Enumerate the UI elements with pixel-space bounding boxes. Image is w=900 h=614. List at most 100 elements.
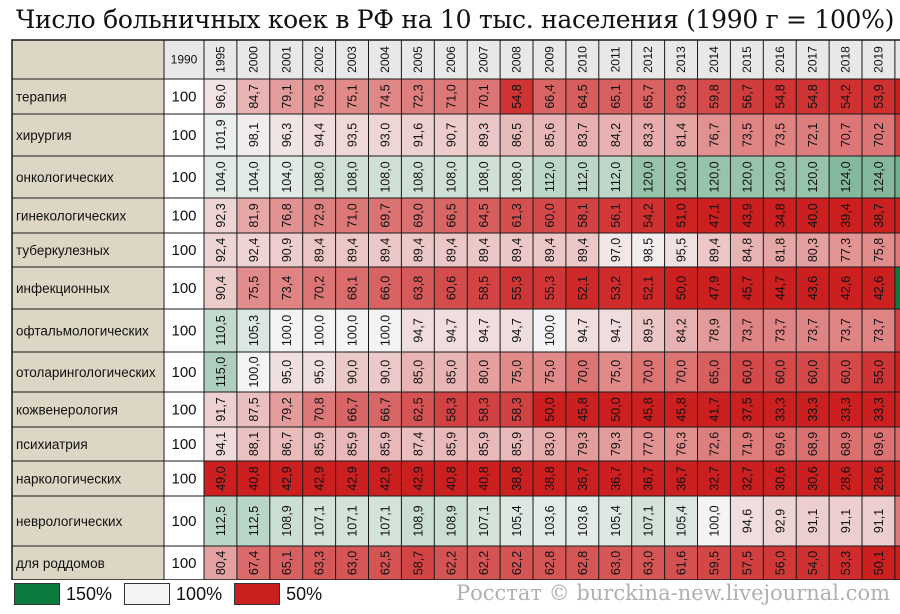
cell-value: 120,0 [707,161,721,192]
cell-value: 93,5 [346,123,360,147]
cell-value: 52,1 [642,276,656,300]
cell-value: 74,5 [378,84,392,108]
heat-cell [796,309,830,352]
heat-cell [467,198,501,233]
row-label: туберкулезных [16,243,110,258]
heat-cell [763,156,797,198]
cell-value: 38,7 [872,203,886,227]
heat-cell [533,309,566,352]
cell-value: 76,3 [313,84,327,108]
heat-cell [368,156,402,198]
heat-cell [697,156,731,198]
cell-value: 107,1 [346,505,360,536]
cell-value: 57,5 [740,551,754,575]
row-label: инфекционных [16,281,110,296]
header-year-cell [236,40,270,79]
cell-value: 62,8 [576,551,590,575]
heat-cell [664,233,698,267]
legend-item-100: 100% [124,583,222,605]
cell-value: 94,1 [214,432,228,456]
cell-value: 65,0 [707,360,721,384]
base-value: 100 [171,513,196,530]
cell-value: 104,0 [214,161,228,192]
heat-cell [302,461,336,496]
row-label: кожвенерология [16,403,118,418]
heat-cell [829,114,862,156]
cell-value: 85,9 [477,432,491,456]
cell-value: 59,5 [707,551,721,575]
cell-value: 59,8 [707,84,721,108]
heat-cell [335,352,369,392]
cell-value: 58,3 [510,397,524,421]
heat-cell [467,309,501,352]
cell-value: 55,3 [510,276,524,300]
heat-cell [763,352,797,392]
base-value: 100 [171,208,196,225]
heat-cell [335,392,369,427]
heat-cell [236,546,270,580]
cell-value: 66,5 [444,203,458,227]
heat-cell [894,392,900,427]
cell-value: 108,9 [280,505,294,536]
heat-cell [335,198,369,233]
heat-cell [434,352,468,392]
heat-cell [796,427,830,461]
cell-value: 78,9 [707,318,721,342]
cell-value: 98,5 [642,238,656,262]
cell-value: 71,0 [444,84,458,108]
heat-cell [204,198,237,233]
row-label-cell [12,156,164,198]
cell-value: 72,6 [707,432,721,456]
base-value: 100 [171,364,196,381]
heat-cell [500,267,533,309]
row-label: отоларингологических [16,365,156,380]
grid-lines [11,39,900,580]
cell-value: 79,3 [609,432,623,456]
heat-cell [697,546,731,580]
heatmap-table: 1990 1995 2000 2001 2002 2003 2004 2005 2006 2007… [11,39,900,580]
heat-cell [401,427,435,461]
cell-value: 38,8 [543,466,557,490]
heat-cell [664,496,698,546]
base-value-cell [164,496,204,546]
base-value-cell [164,309,204,352]
row-label: психиатрия [16,437,88,452]
year-label: 2002 [312,46,326,73]
heat-cell [368,198,402,233]
cell-value: 62,8 [543,551,557,575]
legend: 150% 100% 50% [14,580,334,608]
cell-value: 112,0 [543,162,557,192]
cell-value: 94,7 [411,318,425,342]
heat-cell [401,352,435,392]
year-label: 2005 [411,46,425,73]
row-label-cell [12,267,164,309]
cell-value: 80,3 [806,238,820,262]
heat-cell [862,79,895,114]
row-label: наркологических [16,472,121,487]
cell-value: 45,7 [740,276,754,300]
heat-cell [829,309,862,352]
cell-value: 94,6 [740,509,754,533]
heat-cell [500,114,533,156]
heat-cell [598,427,632,461]
heat-cell [829,156,862,198]
row-label: для роддомов [16,556,105,571]
cell-value: 33,3 [806,397,820,421]
cell-value: 92,4 [214,238,228,262]
cell-value: 66,7 [378,397,392,421]
cell-value: 107,1 [313,505,327,536]
cell-value: 87,5 [247,397,261,421]
cell-value: 81,4 [675,123,689,147]
year-label: 2018 [839,46,853,73]
cell-value: 84,2 [675,318,689,342]
heat-cell [730,392,764,427]
heat-cell [401,156,435,198]
heat-cell [335,79,369,114]
row-label-cell [12,496,164,546]
header-year-cell [763,40,797,79]
heat-cell [598,496,632,546]
row-label-cell [12,392,164,427]
heat-cell [434,114,468,156]
header-year-cell [565,40,599,79]
base-value: 100 [171,169,196,186]
